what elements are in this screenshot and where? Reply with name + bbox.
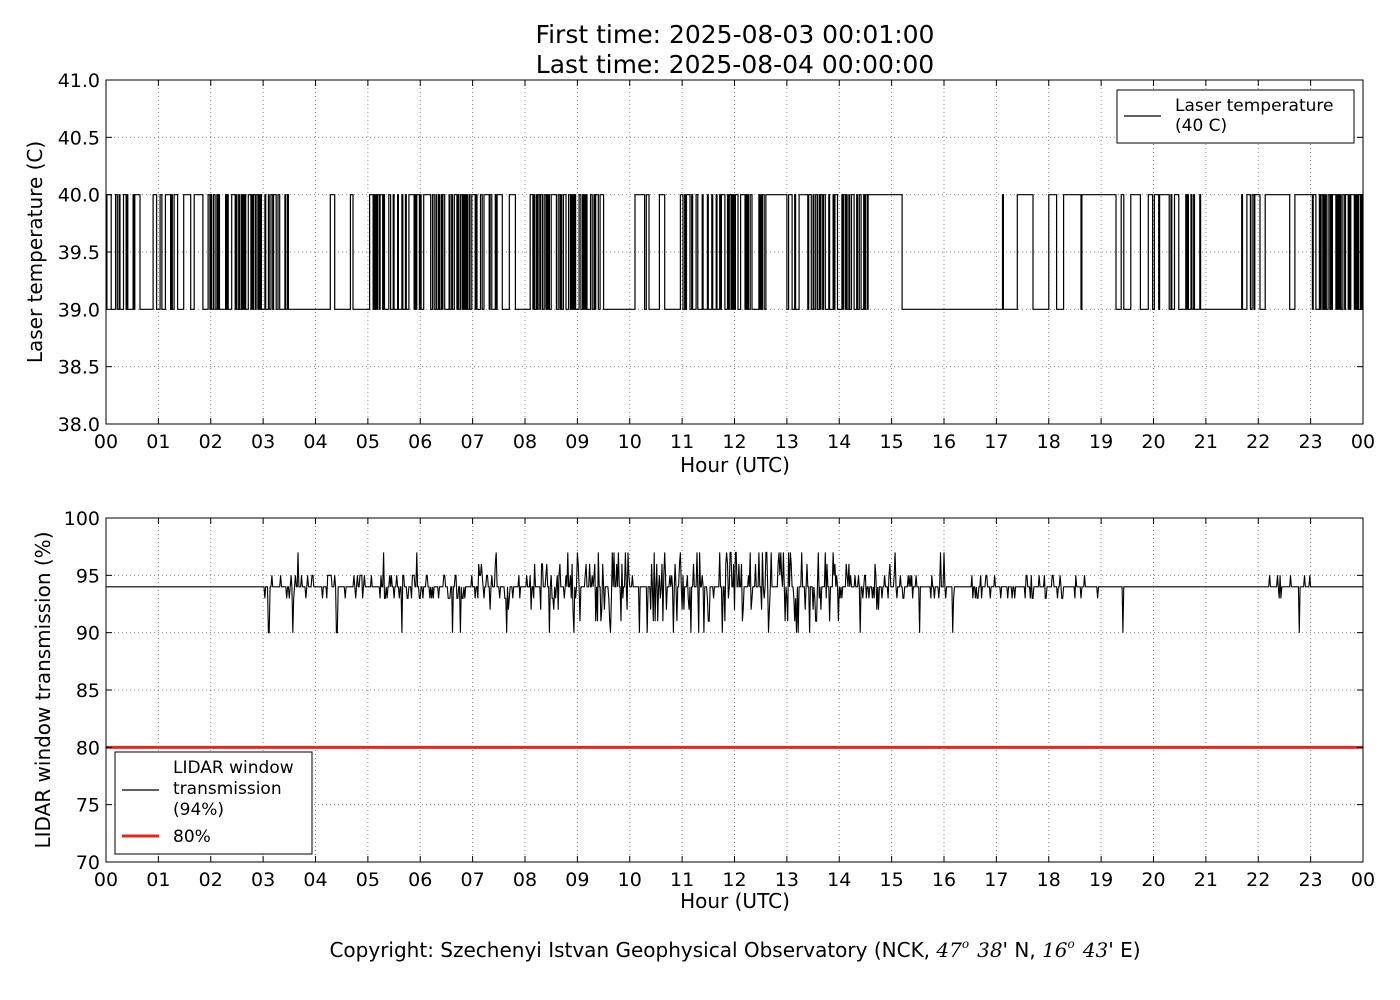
chart1-x-tick-label: 21 <box>1194 431 1218 453</box>
chart2-x-tick-label: 00 <box>1351 869 1375 891</box>
chart1-x-tick-label: 00 <box>94 431 118 453</box>
chart1-x-tick-label: 17 <box>984 431 1008 453</box>
chart2-x-tick-label: 08 <box>513 869 537 891</box>
chart2-y-tick-label: 75 <box>76 795 100 817</box>
chart1-x-tick-label: 02 <box>199 431 223 453</box>
chart1-x-tick-label: 14 <box>827 431 851 453</box>
chart2-y-tick-label: 70 <box>76 852 100 874</box>
latitude-suffix: ' N, <box>1003 938 1043 962</box>
chart1-x-tick-label: 07 <box>461 431 485 453</box>
chart2-x-tick-label: 07 <box>461 869 485 891</box>
chart2-y-tick-label: 85 <box>76 680 100 702</box>
chart2-x-tick-label: 15 <box>880 869 904 891</box>
chart2-x-tick-label: 05 <box>356 869 380 891</box>
chart1-x-tick-label: 10 <box>618 431 642 453</box>
chart2-x-tick-label: 06 <box>408 869 432 891</box>
chart1-legend-label-line-1: Laser temperature <box>1175 96 1333 116</box>
chart2-series <box>106 551 1363 749</box>
longitude-degrees: 16 <box>1042 938 1068 962</box>
chart2-x-tick-label: 16 <box>932 869 956 891</box>
longitude-suffix: ' E) <box>1108 938 1140 962</box>
chart2-x-tick-label: 22 <box>1246 869 1270 891</box>
chart1-x-tick-label: 18 <box>1037 431 1061 453</box>
chart1-y-axis-label: Laser temperature (C) <box>23 141 47 363</box>
chart2-legend-label-transmission-line-1: LIDAR window <box>173 758 294 778</box>
chart1-y-tick-label: 40.5 <box>58 127 100 149</box>
chart2-y-axis-label: LIDAR window transmission (%) <box>31 532 55 849</box>
chart2-x-axis-label: Hour (UTC) <box>680 889 790 913</box>
latitude-degree-sign: o <box>962 937 969 951</box>
copyright-notice: Copyright: Szechenyi Istvan Geophysical … <box>329 937 1140 962</box>
chart1-series <box>106 194 1364 310</box>
latitude-minutes: 38 <box>977 938 1002 962</box>
chart2-x-tick-label: 21 <box>1194 869 1218 891</box>
chart2-y-ticks: 70 75 80 85 90 95 100 <box>64 508 1363 874</box>
chart2-x-tick-label: 09 <box>565 869 589 891</box>
chart2-x-tick-label: 02 <box>199 869 223 891</box>
chart2-legend-label-threshold: 80% <box>173 827 211 847</box>
chart2-y-tick-label: 90 <box>76 623 100 645</box>
chart1-y-tick-label: 38.0 <box>58 414 100 436</box>
chart2-x-tick-label: 13 <box>775 869 799 891</box>
latitude-degrees: 47 <box>935 938 962 962</box>
chart1-y-tick-label: 40.0 <box>58 185 100 207</box>
chart2-x-tick-label: 04 <box>303 869 327 891</box>
chart2-x-tick-label: 01 <box>146 869 170 891</box>
chart2-x-tick-label: 10 <box>618 869 642 891</box>
chart2-x-tick-label: 00 <box>94 869 118 891</box>
chart2-x-tick-label: 12 <box>722 869 746 891</box>
chart2-legend-label-transmission-line-2: transmission <box>173 779 282 799</box>
chart1-y-tick-label: 41.0 <box>58 70 100 92</box>
copyright-prefix: Copyright: Szechenyi Istvan Geophysical … <box>329 938 936 962</box>
window-transmission-chart: 00 01 02 03 04 05 06 07 08 09 10 11 12 13 14 15 16 17 18 19… <box>31 508 1375 913</box>
chart1-x-tick-label: 13 <box>775 431 799 453</box>
chart2-x-tick-label: 14 <box>827 869 851 891</box>
chart1-x-ticks: 00 01 02 03 04 05 06 07 08 09 10 11 12 13 14 15 16 17 18 19… <box>94 80 1375 453</box>
chart2-legend: LIDAR window transmission (94%) 80% <box>114 751 313 855</box>
laser-temperature-chart: 00 01 02 03 04 05 06 07 08 09 10 11 12 13 14 15 16 17 18 19… <box>23 70 1375 477</box>
chart1-y-tick-label: 39.0 <box>58 299 100 321</box>
chart2-x-tick-label: 19 <box>1089 869 1113 891</box>
chart2-x-tick-label: 03 <box>251 869 275 891</box>
chart2-x-tick-label: 18 <box>1037 869 1061 891</box>
chart1-x-tick-label: 04 <box>303 431 327 453</box>
chart1-x-tick-label: 11 <box>670 431 694 453</box>
longitude-degree-sign: o <box>1068 937 1075 951</box>
chart1-x-tick-label: 15 <box>880 431 904 453</box>
chart1-x-tick-label: 01 <box>146 431 170 453</box>
chart1-x-tick-label: 12 <box>722 431 746 453</box>
title-line-1: First time: 2025-08-03 00:01:00 <box>536 20 935 49</box>
chart2-x-tick-label: 11 <box>670 869 694 891</box>
chart2-y-tick-label: 80 <box>76 737 100 759</box>
chart2-x-tick-label: 20 <box>1141 869 1165 891</box>
chart2-x-ticks: 00 01 02 03 04 05 06 07 08 09 10 11 12 13 14 15 16 17 18 19… <box>94 518 1375 891</box>
chart1-x-tick-label: 20 <box>1141 431 1165 453</box>
chart1-x-tick-label: 06 <box>408 431 432 453</box>
chart2-y-tick-label: 100 <box>64 508 100 530</box>
chart1-series-line <box>106 194 1364 310</box>
chart1-x-tick-label: 03 <box>251 431 275 453</box>
chart1-y-tick-label: 39.5 <box>58 242 100 264</box>
chart1-y-tick-label: 38.5 <box>58 357 100 379</box>
title-line-2: Last time: 2025-08-04 00:00:00 <box>536 50 934 79</box>
chart2-transmission-line <box>106 551 1363 634</box>
chart1-x-tick-label: 09 <box>565 431 589 453</box>
chart1-x-tick-label: 19 <box>1089 431 1113 453</box>
chart1-x-tick-label: 16 <box>932 431 956 453</box>
longitude-minutes: 43 <box>1082 938 1108 962</box>
chart1-x-tick-label: 05 <box>356 431 380 453</box>
chart2-x-tick-label: 17 <box>984 869 1008 891</box>
chart1-x-tick-label: 22 <box>1246 431 1270 453</box>
chart1-x-tick-label: 00 <box>1351 431 1375 453</box>
chart1-legend: Laser temperature (40 C) <box>1116 89 1355 144</box>
chart1-x-tick-label: 08 <box>513 431 537 453</box>
chart1-x-axis-label: Hour (UTC) <box>680 453 790 477</box>
chart1-y-ticks: 38.0 38.5 39.0 39.5 40.0 40.5 41.0 <box>58 70 1363 436</box>
chart1-x-tick-label: 23 <box>1299 431 1323 453</box>
chart1-legend-label-line-2: (40 C) <box>1175 116 1227 136</box>
chart2-x-tick-label: 23 <box>1299 869 1323 891</box>
chart2-legend-label-transmission-line-3: (94%) <box>173 800 224 820</box>
chart2-y-tick-label: 95 <box>76 565 100 587</box>
